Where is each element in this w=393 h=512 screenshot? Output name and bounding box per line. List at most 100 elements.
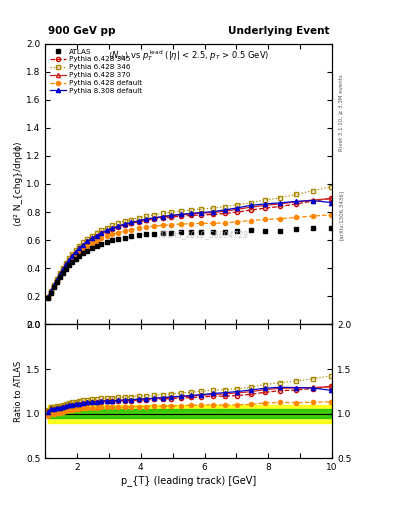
Pythia 8.308 default [179,211,184,218]
Pythia 6.428 default [89,240,94,246]
ATLAS [51,284,56,290]
ATLAS [67,262,72,268]
Pythia 6.428 default [64,265,68,271]
Pythia 6.428 345 [67,257,72,263]
Pythia 6.428 default [46,295,50,302]
ATLAS [310,225,315,231]
Pythia 6.428 346 [199,206,204,212]
ATLAS [248,227,253,233]
Pythia 6.428 346 [73,247,78,253]
Pythia 6.428 default [67,260,72,266]
Pythia 6.428 default [278,216,283,222]
Pythia 6.428 345 [294,201,298,207]
Pythia 8.308 default [199,209,204,216]
Pythia 6.428 370 [77,245,82,251]
Pythia 6.428 default [169,222,174,228]
ATLAS [169,229,174,236]
Pythia 6.428 345 [85,239,90,245]
Pythia 6.428 346 [54,275,59,282]
Pythia 8.308 default [57,271,62,278]
Pythia 8.308 default [160,214,165,220]
Pythia 8.308 default [222,207,227,213]
Pythia 6.428 default [81,246,86,252]
Pythia 6.428 346 [143,213,148,219]
ATLAS [54,279,59,285]
Pythia 8.308 default [77,245,82,251]
Pythia 6.428 default [129,226,134,232]
Pythia 8.308 default [122,221,127,227]
Pythia 8.308 default [248,202,253,208]
X-axis label: p_{T} (leading track) [GeV]: p_{T} (leading track) [GeV] [121,475,256,486]
Pythia 6.428 default [73,252,78,259]
Pythia 6.428 345 [99,230,104,237]
Pythia 8.308 default [99,230,104,236]
Pythia 6.428 345 [70,253,75,259]
Pythia 6.428 345 [222,210,227,217]
Pythia 6.428 default [94,238,99,244]
Pythia 6.428 345 [211,211,215,218]
Pythia 6.428 346 [248,200,253,206]
Pythia 6.428 default [77,249,82,255]
Pythia 8.308 default [169,212,174,219]
Pythia 8.308 default [129,220,134,226]
Pythia 6.428 345 [94,233,99,239]
Pythia 6.428 346 [152,212,156,218]
ATLAS [143,231,148,238]
Pythia 6.428 370 [89,236,94,242]
Pythia 6.428 345 [248,207,253,213]
Pythia 6.428 345 [310,198,315,204]
Pythia 6.428 345 [54,276,59,283]
Pythia 6.428 default [99,236,104,242]
Pythia 8.308 default [310,198,315,204]
ATLAS [116,236,121,242]
Pythia 6.428 346 [136,215,141,221]
Pythia 6.428 default [152,223,156,229]
ATLAS [110,238,115,244]
Pythia 6.428 default [49,290,53,296]
Pythia 6.428 default [105,233,109,240]
Text: ATLAS_2010_S8894728: ATLAS_2010_S8894728 [158,230,248,239]
Pythia 6.428 default [329,212,334,218]
Line: Pythia 6.428 346: Pythia 6.428 346 [46,185,333,299]
Pythia 8.308 default [49,288,53,294]
ATLAS [263,227,268,233]
Pythia 6.428 346 [222,204,227,210]
Pythia 6.428 346 [85,236,90,242]
Pythia 6.428 346 [235,202,240,208]
Pythia 8.308 default [278,200,283,206]
Pythia 6.428 370 [169,212,174,219]
Pythia 6.428 default [235,219,240,225]
Pythia 6.428 370 [57,271,62,278]
Pythia 6.428 370 [85,239,90,245]
Pythia 6.428 370 [310,197,315,203]
Pythia 6.428 345 [169,214,174,220]
Pythia 6.428 370 [51,282,56,288]
Pythia 8.308 default [189,210,193,217]
ATLAS [61,270,65,276]
Pythia 6.428 default [199,220,204,226]
Pythia 8.308 default [211,208,215,215]
ATLAS [329,225,334,231]
Pythia 6.428 346 [89,233,94,239]
Pythia 6.428 default [179,221,184,227]
Pythia 6.428 346 [67,255,72,262]
Legend: ATLAS, Pythia 6.428 345, Pythia 6.428 346, Pythia 6.428 370, Pythia 6.428 defaul: ATLAS, Pythia 6.428 345, Pythia 6.428 34… [49,47,143,95]
Pythia 6.428 370 [81,242,86,248]
Pythia 6.428 default [211,220,215,226]
Pythia 6.428 345 [105,228,109,234]
Pythia 6.428 370 [110,225,115,231]
Line: Pythia 8.308 default: Pythia 8.308 default [46,199,333,300]
Pythia 6.428 370 [248,204,253,210]
Pythia 6.428 370 [189,211,193,217]
Pythia 6.428 370 [105,227,109,233]
Pythia 8.308 default [110,225,115,231]
ATLAS [294,226,298,232]
ATLAS [64,266,68,272]
Pythia 6.428 346 [99,227,104,233]
Pythia 6.428 default [61,269,65,275]
Pythia 6.428 345 [329,195,334,201]
Pythia 6.428 370 [94,232,99,239]
ATLAS [49,290,53,296]
Pythia 6.428 346 [179,208,184,214]
Pythia 6.428 346 [81,239,86,245]
